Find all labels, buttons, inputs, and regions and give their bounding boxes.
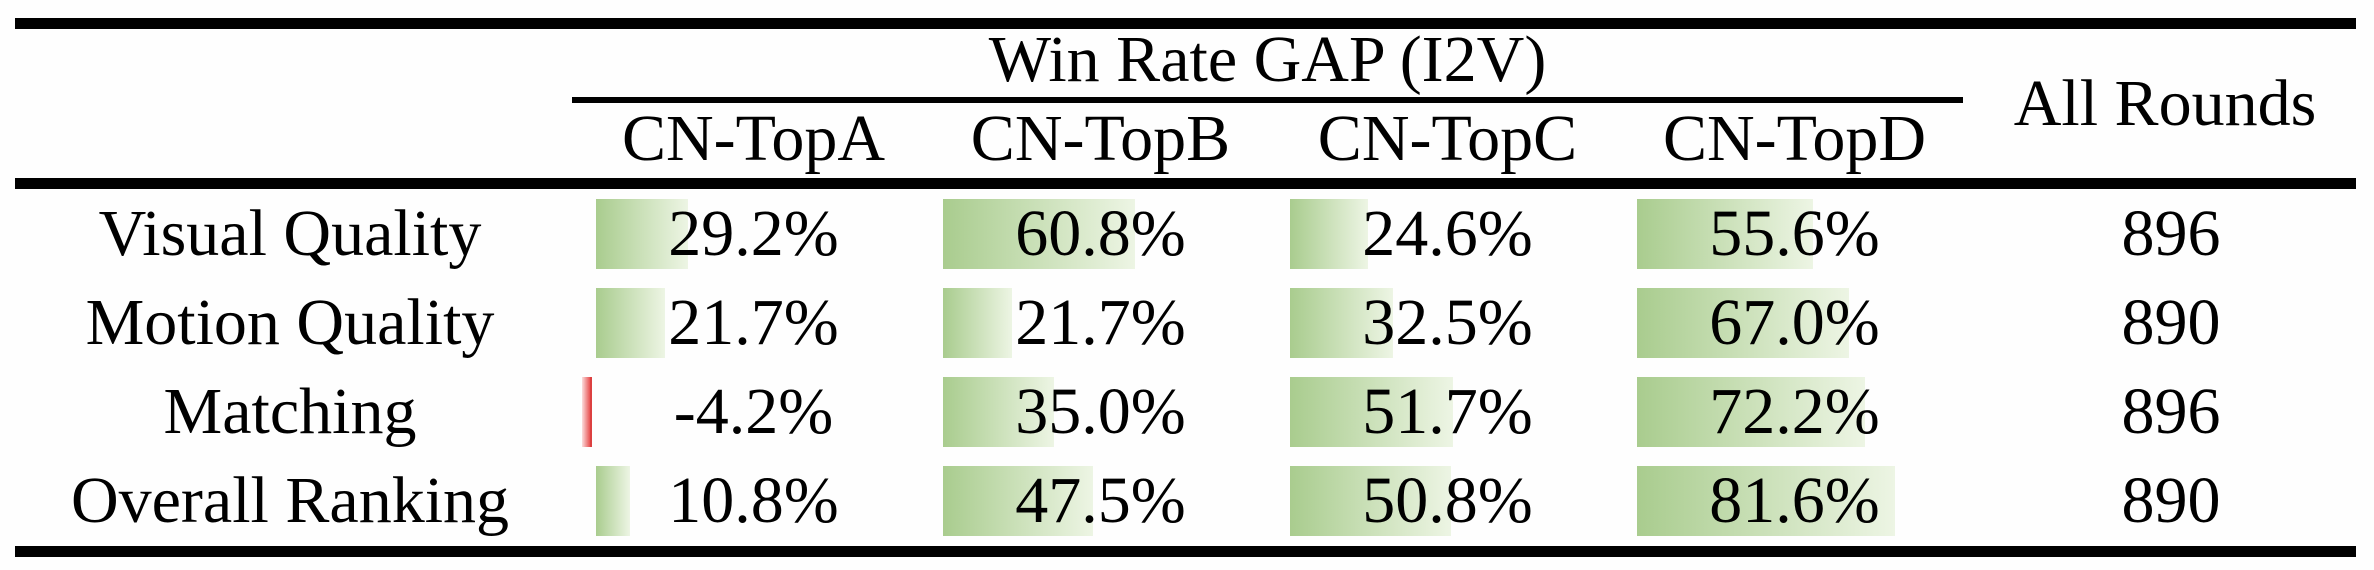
data-bar (1637, 466, 1895, 537)
data-bar (1637, 377, 1866, 448)
value-cell: 72.2% (1621, 368, 1968, 457)
header-body-separator-rule (15, 178, 2356, 189)
value-cell: 60.8% (927, 189, 1274, 278)
all-rounds-value: 896 (2121, 196, 2221, 270)
data-bar (1637, 287, 1849, 358)
value-text: 35.0% (1015, 375, 1186, 449)
value-text: 29.2% (668, 196, 839, 270)
table-body: Visual Quality 29.2% 60.8% 24.6% 55.6% 8… (0, 189, 2374, 546)
data-bar (1290, 198, 1368, 269)
column-header-cn-topd: CN-TopD (1662, 102, 1927, 175)
row-label: Visual Quality (98, 196, 482, 270)
data-bar (1290, 466, 1451, 537)
value-text: 47.5% (1015, 464, 1186, 538)
value-text: 81.6% (1709, 464, 1880, 538)
table-row: Matching -4.2% 35.0% 51.7% 72.2% 896 (0, 368, 2374, 457)
top-rule (15, 18, 2356, 29)
column-header-cn-topa: CN-TopA (621, 102, 886, 175)
row-label: Matching (163, 375, 417, 449)
value-text: 51.7% (1362, 375, 1533, 449)
value-text: 55.6% (1709, 196, 1880, 270)
value-text: 72.2% (1709, 375, 1880, 449)
bottom-rule (15, 546, 2356, 557)
value-cell: 10.8% (580, 457, 927, 546)
value-text: 21.7% (668, 285, 839, 359)
value-text: 24.6% (1362, 196, 1533, 270)
value-cell: 51.7% (1274, 368, 1621, 457)
value-cell: 35.0% (927, 368, 1274, 457)
value-cell: 50.8% (1274, 457, 1621, 546)
group-column-headers: CN-TopA CN-TopB CN-TopC CN-TopD (580, 101, 1968, 177)
table-row: Overall Ranking 10.8% 47.5% 50.8% 81.6% … (0, 457, 2374, 546)
data-bar (596, 198, 689, 269)
value-cell: 29.2% (580, 189, 927, 278)
data-bar (1637, 198, 1813, 269)
row-label: Overall Ranking (70, 464, 510, 538)
all-rounds-value: 896 (2121, 375, 2221, 449)
table-title: Win Rate GAP (I2V) (988, 23, 1547, 96)
table-row: Motion Quality 21.7% 21.7% 32.5% 67.0% 8… (0, 278, 2374, 367)
data-bar (943, 287, 1012, 358)
value-text: 32.5% (1362, 285, 1533, 359)
value-cell: 21.7% (580, 278, 927, 367)
data-bar (943, 377, 1054, 448)
value-cell: 21.7% (927, 278, 1274, 367)
value-cell: 55.6% (1621, 189, 1968, 278)
data-bar (596, 466, 631, 537)
value-cell: 32.5% (1274, 278, 1621, 367)
column-header-cn-topb: CN-TopB (970, 102, 1231, 175)
value-text: 21.7% (1015, 285, 1186, 359)
value-cell: 47.5% (927, 457, 1274, 546)
data-bar-negative (582, 377, 592, 448)
value-cell: 81.6% (1621, 457, 1968, 546)
value-cell: 67.0% (1621, 278, 1968, 367)
data-bar (1290, 377, 1454, 448)
value-text: -4.2% (673, 375, 834, 449)
column-header-cn-topc: CN-TopC (1317, 102, 1578, 175)
value-text: 10.8% (668, 464, 839, 538)
data-bar (943, 466, 1094, 537)
value-cell: 24.6% (1274, 189, 1621, 278)
value-text: 50.8% (1362, 464, 1533, 538)
all-rounds-value: 890 (2121, 285, 2221, 359)
group-header-underline-rule (572, 97, 1963, 103)
table-row: Visual Quality 29.2% 60.8% 24.6% 55.6% 8… (0, 189, 2374, 278)
row-label: Motion Quality (85, 285, 495, 359)
value-text: 60.8% (1015, 196, 1186, 270)
all-rounds-value: 890 (2121, 464, 2221, 538)
value-text: 67.0% (1709, 285, 1880, 359)
column-header-all-rounds: All Rounds (2013, 66, 2317, 140)
data-bar (943, 198, 1136, 269)
data-bar (596, 287, 665, 358)
data-bar (1290, 287, 1393, 358)
value-cell: -4.2% (580, 368, 927, 457)
